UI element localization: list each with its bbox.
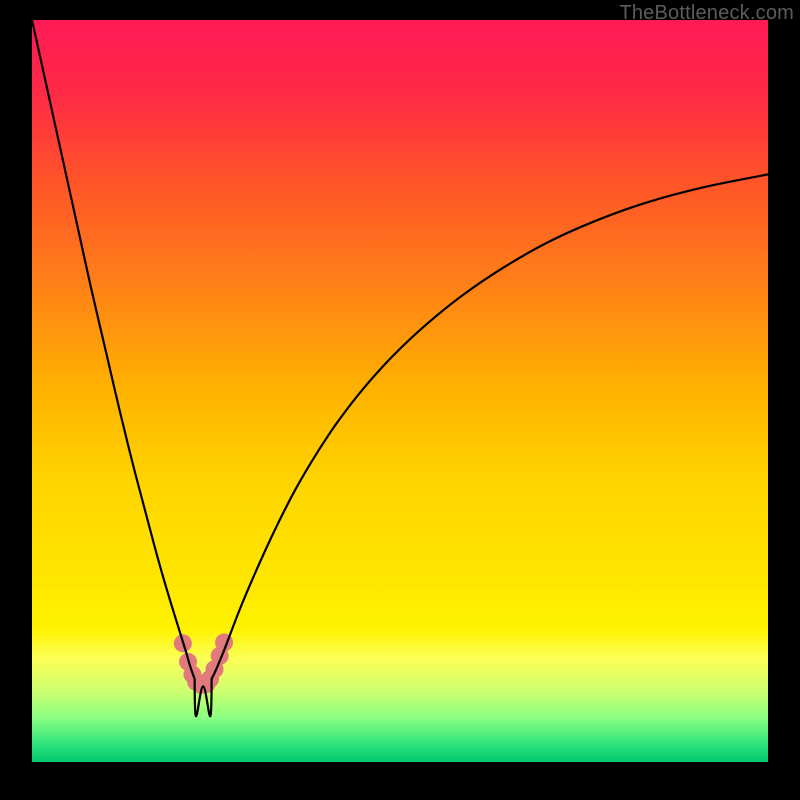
chart-frame: TheBottleneck.com [0,0,800,800]
gradient-background [32,20,768,762]
watermark-text: TheBottleneck.com [619,2,794,25]
chart-svg [0,0,800,800]
